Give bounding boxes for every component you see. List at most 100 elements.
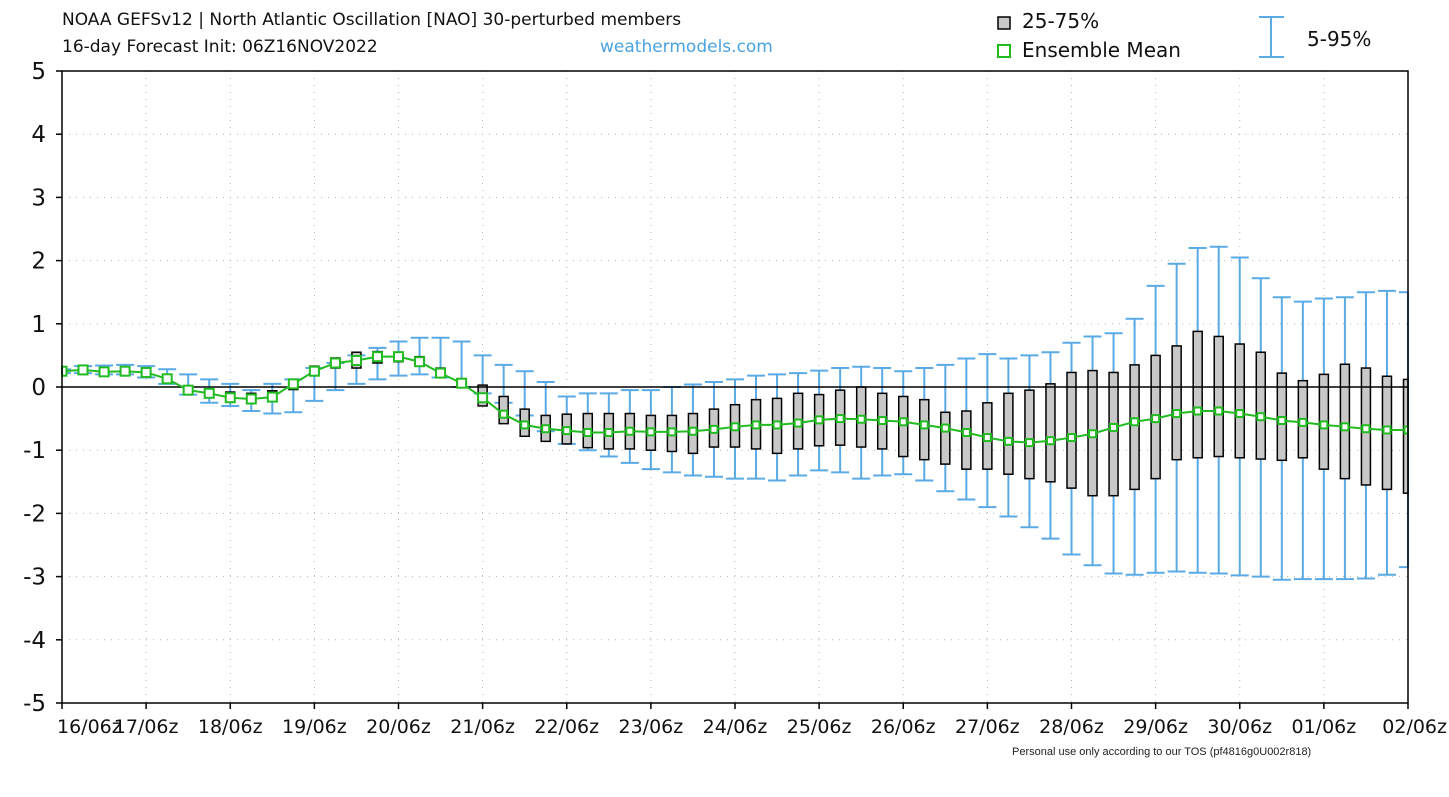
ensemble-mean-marker: [161, 373, 173, 385]
legend-iqr-label: 25-75%: [1022, 9, 1100, 33]
legend-glyphs: [997, 16, 1284, 58]
iqr-box: [1255, 351, 1267, 460]
mean-layer: [61, 351, 1409, 448]
x-tick-label: 01/06z: [1292, 716, 1357, 738]
x-tick-label: 21/06z: [450, 716, 515, 738]
ensemble-mean-marker: [499, 409, 509, 419]
iqr-box: [1129, 364, 1140, 491]
ensemble-mean-marker: [224, 392, 236, 404]
ensemble-mean-marker: [646, 427, 656, 437]
y-tick-label: 5: [31, 59, 46, 85]
ensemble-mean-marker: [1235, 409, 1245, 419]
ensemble-mean-marker: [1067, 433, 1076, 443]
x-tick-label: 18/06z: [198, 716, 263, 738]
ensemble-mean-marker: [119, 365, 131, 377]
x-tick-label: 27/06z: [955, 716, 1020, 738]
ensemble-mean-marker: [940, 423, 950, 433]
ensemble-mean-marker: [1024, 438, 1034, 448]
ensemble-mean-marker: [751, 420, 761, 430]
ensemble-mean-marker: [1045, 436, 1055, 446]
y-axis: 5 4 3 2 1 0 -1 -2 -3 -4 -5: [23, 59, 62, 717]
ensemble-mean-marker: [1151, 414, 1161, 424]
iqr-box: [919, 398, 930, 461]
x-tick-label: 25/06z: [787, 716, 852, 738]
ensemble-mean-marker: [203, 387, 215, 399]
ensemble-mean-marker: [625, 426, 635, 436]
ensemble-mean-marker: [541, 424, 551, 434]
ensemble-mean-marker: [877, 415, 887, 425]
y-tick-label: -2: [23, 501, 46, 527]
ensemble-mean-marker: [793, 418, 803, 428]
chart-subtitle: 16-day Forecast Init: 06Z16NOV2022: [62, 37, 378, 57]
ensemble-mean-marker: [1003, 436, 1013, 446]
ensemble-mean-marker: [477, 392, 489, 404]
ensemble-mean-marker: [1130, 417, 1140, 427]
legend-iqr-swatch: [997, 16, 1011, 30]
ensemble-mean-marker: [245, 393, 257, 405]
ensemble-mean-marker: [414, 356, 426, 368]
iqr-box: [1339, 363, 1351, 480]
ensemble-mean-marker: [772, 420, 782, 430]
ensemble-mean-marker: [583, 428, 593, 438]
ensemble-mean-marker: [266, 391, 278, 403]
legend-mean-swatch: [997, 44, 1011, 58]
legend-range-label: 5-95%: [1307, 27, 1372, 51]
y-tick-label: -4: [23, 628, 46, 654]
iqr-box: [1024, 389, 1035, 480]
ensemble-mean-marker: [140, 366, 152, 378]
tos-footer: Personal use only according to our TOS (…: [1012, 746, 1312, 758]
ensemble-mean-marker: [961, 428, 971, 438]
ensemble-mean-marker: [350, 354, 362, 366]
ensemble-mean-marker: [308, 365, 320, 377]
ensemble-mean-marker: [182, 384, 194, 396]
y-tick-label: -3: [23, 565, 46, 591]
ensemble-mean-marker: [98, 366, 110, 378]
ensemble-mean-marker: [393, 351, 404, 363]
ensemble-mean-marker: [604, 428, 614, 438]
ensemble-mean-marker: [1277, 415, 1287, 425]
x-tick-label: 16/06z: [57, 716, 122, 738]
x-tick-label: 29/06z: [1123, 716, 1188, 738]
iqr-box: [1213, 335, 1224, 458]
y-tick-label: 4: [31, 122, 46, 148]
ensemble-mean-marker: [371, 351, 383, 363]
ensemble-mean-marker: [1172, 409, 1182, 419]
iqr-box: [1171, 345, 1182, 461]
iqr-box: [961, 410, 972, 470]
ensemble-mean-marker: [982, 433, 992, 443]
ensemble-mean-marker: [287, 378, 299, 390]
ensemble-mean-marker: [688, 426, 698, 436]
ensemble-mean-marker: [1298, 417, 1308, 427]
ensemble-mean-marker: [835, 414, 845, 424]
chart-title: NOAA GEFSv12 | North Atlantic Oscillatio…: [62, 10, 682, 30]
x-tick-label: 28/06z: [1039, 716, 1104, 738]
iqr-box: [1003, 392, 1014, 475]
x-tick-label: 17/06z: [114, 716, 179, 738]
y-tick-label: -5: [23, 691, 46, 717]
y-tick-label: 0: [31, 375, 46, 401]
ensemble-mean-marker: [1340, 422, 1350, 432]
ensemble-mean-marker: [919, 420, 929, 430]
x-tick-label: 19/06z: [282, 716, 347, 738]
iqr-box: [898, 395, 909, 458]
ensemble-mean-marker: [1256, 412, 1266, 422]
iqr-box: [1108, 371, 1119, 497]
ensemble-mean-marker: [856, 414, 866, 424]
y-tick-label: 3: [31, 185, 46, 211]
x-tick-label: 02/06z: [1382, 716, 1447, 738]
ensemble-mean-marker: [898, 417, 908, 427]
ensemble-mean-marker: [329, 357, 341, 369]
ensemble-mean-marker: [456, 377, 468, 389]
y-tick-label: -1: [23, 438, 46, 464]
x-tick-label: 30/06z: [1207, 716, 1272, 738]
y-tick-label: 2: [31, 249, 46, 275]
x-tick-label: 26/06z: [871, 716, 936, 738]
ensemble-mean-marker: [1319, 420, 1329, 430]
x-tick-label: 24/06z: [703, 716, 768, 738]
ensemble-mean-marker: [667, 427, 677, 437]
ensemble-mean-marker: [77, 364, 89, 376]
ensemble-mean-marker: [562, 426, 572, 436]
y-tick-label: 1: [31, 312, 46, 338]
iqr-box: [1066, 371, 1077, 489]
